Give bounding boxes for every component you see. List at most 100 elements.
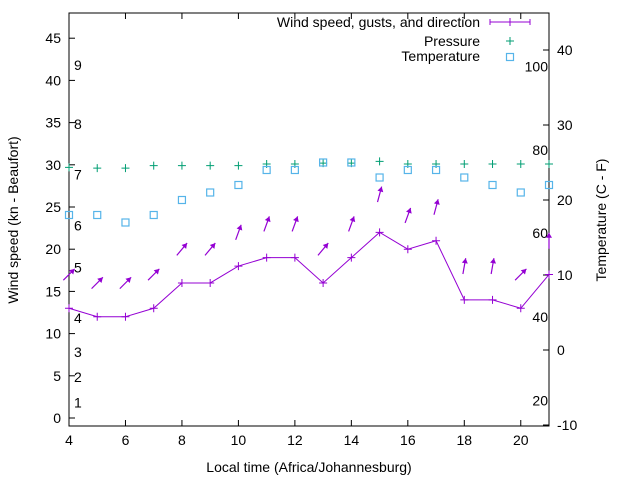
fahrenheit-label: 80 bbox=[532, 142, 548, 158]
wind-speed-point bbox=[545, 270, 553, 279]
wind-arrow-head bbox=[264, 216, 271, 223]
wind-arrow-head bbox=[377, 186, 384, 193]
wind-direction-arrow bbox=[376, 186, 384, 203]
wind-arrow-head bbox=[433, 199, 440, 205]
temperature-point bbox=[347, 158, 356, 167]
temperature-point bbox=[234, 180, 243, 190]
pressure-point bbox=[65, 163, 73, 172]
wind-speed-point bbox=[488, 295, 497, 304]
wind-arrow-head bbox=[461, 258, 468, 264]
wind-speed-point bbox=[460, 295, 469, 304]
beaufort-label: 1 bbox=[74, 395, 82, 411]
pressure-point bbox=[149, 161, 158, 170]
legend: Wind speed, gusts, and direction Pressur… bbox=[277, 14, 531, 64]
y2-tick-label: 0 bbox=[557, 342, 565, 358]
temperature-point bbox=[64, 210, 74, 220]
temperature-point bbox=[460, 173, 469, 182]
wind-speed-point bbox=[516, 304, 525, 313]
temperature-point bbox=[262, 165, 271, 175]
pressure-point bbox=[375, 157, 384, 166]
temperature-point bbox=[290, 165, 299, 175]
wind-speed-point bbox=[262, 253, 271, 262]
wind-arrow-head bbox=[322, 243, 329, 249]
wind-direction-arrow bbox=[176, 242, 188, 256]
wind-direction-arrow bbox=[291, 216, 299, 232]
wind-arrow-head bbox=[69, 268, 75, 275]
temperature-point bbox=[177, 195, 187, 205]
wind-arrow-head bbox=[209, 243, 216, 249]
beaufort-label: 5 bbox=[74, 260, 82, 276]
wind-speed-point bbox=[206, 278, 215, 287]
beaufort-label: 7 bbox=[74, 167, 82, 183]
wind-direction-arrow bbox=[514, 268, 527, 281]
beaufort-label: 9 bbox=[74, 57, 82, 73]
y2-axis-label: Temperature (C - F) bbox=[593, 159, 609, 282]
wind-direction-arrow bbox=[317, 242, 329, 256]
temperature-point bbox=[93, 210, 102, 220]
y-tick-label: 15 bbox=[45, 283, 61, 299]
temperature-point bbox=[206, 188, 215, 197]
temperature-point bbox=[403, 165, 412, 175]
legend-label-wind: Wind speed, gusts, and direction bbox=[277, 14, 480, 30]
temperature-point bbox=[516, 188, 525, 197]
wind-arrow-head bbox=[406, 207, 412, 214]
wind-arrow-head bbox=[520, 268, 527, 275]
wind-arrow-head bbox=[546, 232, 552, 238]
wind-arrow-head bbox=[349, 216, 356, 223]
pressure-point bbox=[488, 159, 497, 168]
y-tick-label: 45 bbox=[45, 30, 61, 46]
wind-speed-line bbox=[68, 231, 550, 318]
wind-speed-point bbox=[290, 253, 299, 262]
beaufort-label: 4 bbox=[74, 310, 82, 326]
legend-label-temperature: Temperature bbox=[401, 48, 480, 64]
fahrenheit-label: 40 bbox=[532, 309, 548, 325]
wind-speed-point bbox=[234, 262, 243, 271]
y-tick-label: 30 bbox=[45, 157, 61, 173]
wind-arrow-head bbox=[97, 277, 103, 283]
temperature-point bbox=[319, 158, 328, 167]
x-tick-label: 20 bbox=[513, 432, 529, 448]
y2-tick-label: -10 bbox=[557, 417, 577, 433]
beaufort-label: 3 bbox=[74, 344, 82, 360]
pressure-point bbox=[121, 164, 130, 173]
pressure-point bbox=[177, 161, 186, 170]
wind-speed-point bbox=[319, 278, 328, 287]
beaufort-label: 8 bbox=[74, 116, 82, 132]
wind-speed-point bbox=[432, 236, 441, 245]
y2-tick-label: 40 bbox=[557, 42, 573, 58]
wind-direction-arrow bbox=[91, 276, 104, 290]
x-tick-label: 14 bbox=[344, 432, 360, 448]
fahrenheit-label: 20 bbox=[532, 392, 548, 408]
temperature-point bbox=[488, 180, 497, 190]
legend-label-pressure: Pressure bbox=[424, 33, 480, 49]
y-axis-label: Wind speed (kn - Beaufort) bbox=[5, 136, 21, 303]
wind-direction-arrow bbox=[433, 199, 440, 215]
wind-speed-point bbox=[121, 312, 130, 321]
temperature-point bbox=[544, 180, 554, 190]
wind-direction-arrow bbox=[62, 268, 76, 281]
wind-direction-arrow bbox=[404, 207, 412, 224]
x-tick-label: 12 bbox=[287, 432, 303, 448]
wind-speed-point bbox=[177, 278, 186, 287]
wind-arrow-head bbox=[293, 216, 299, 223]
wind-direction-arrow bbox=[461, 258, 468, 275]
y-tick-label: 40 bbox=[45, 72, 61, 88]
wind-arrow-head bbox=[490, 258, 497, 264]
wind-direction-arrow bbox=[490, 258, 497, 275]
pressure-point bbox=[234, 161, 243, 170]
wind-direction-arrow bbox=[546, 232, 552, 249]
temperature-point bbox=[431, 165, 441, 175]
y-tick-label: 25 bbox=[45, 199, 61, 215]
y-tick-label: 20 bbox=[45, 241, 61, 257]
pressure-point bbox=[516, 159, 525, 168]
x-tick-label: 16 bbox=[400, 432, 416, 448]
wind-arrow-head bbox=[125, 277, 132, 283]
legend-sample-temperature bbox=[505, 52, 515, 62]
fahrenheit-label: 100 bbox=[525, 59, 549, 75]
pressure-point bbox=[206, 161, 215, 170]
wind-direction-arrow bbox=[119, 276, 132, 290]
y-tick-label: 5 bbox=[53, 368, 61, 384]
x-tick-label: 8 bbox=[178, 432, 186, 448]
beaufort-label: 2 bbox=[74, 369, 82, 385]
